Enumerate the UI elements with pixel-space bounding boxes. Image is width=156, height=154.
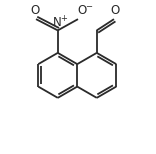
Text: O: O [30,4,39,17]
Text: O: O [110,4,119,17]
Text: +: + [60,14,67,23]
Text: O: O [77,4,86,17]
Text: −: − [85,2,92,11]
Text: N: N [53,16,61,29]
